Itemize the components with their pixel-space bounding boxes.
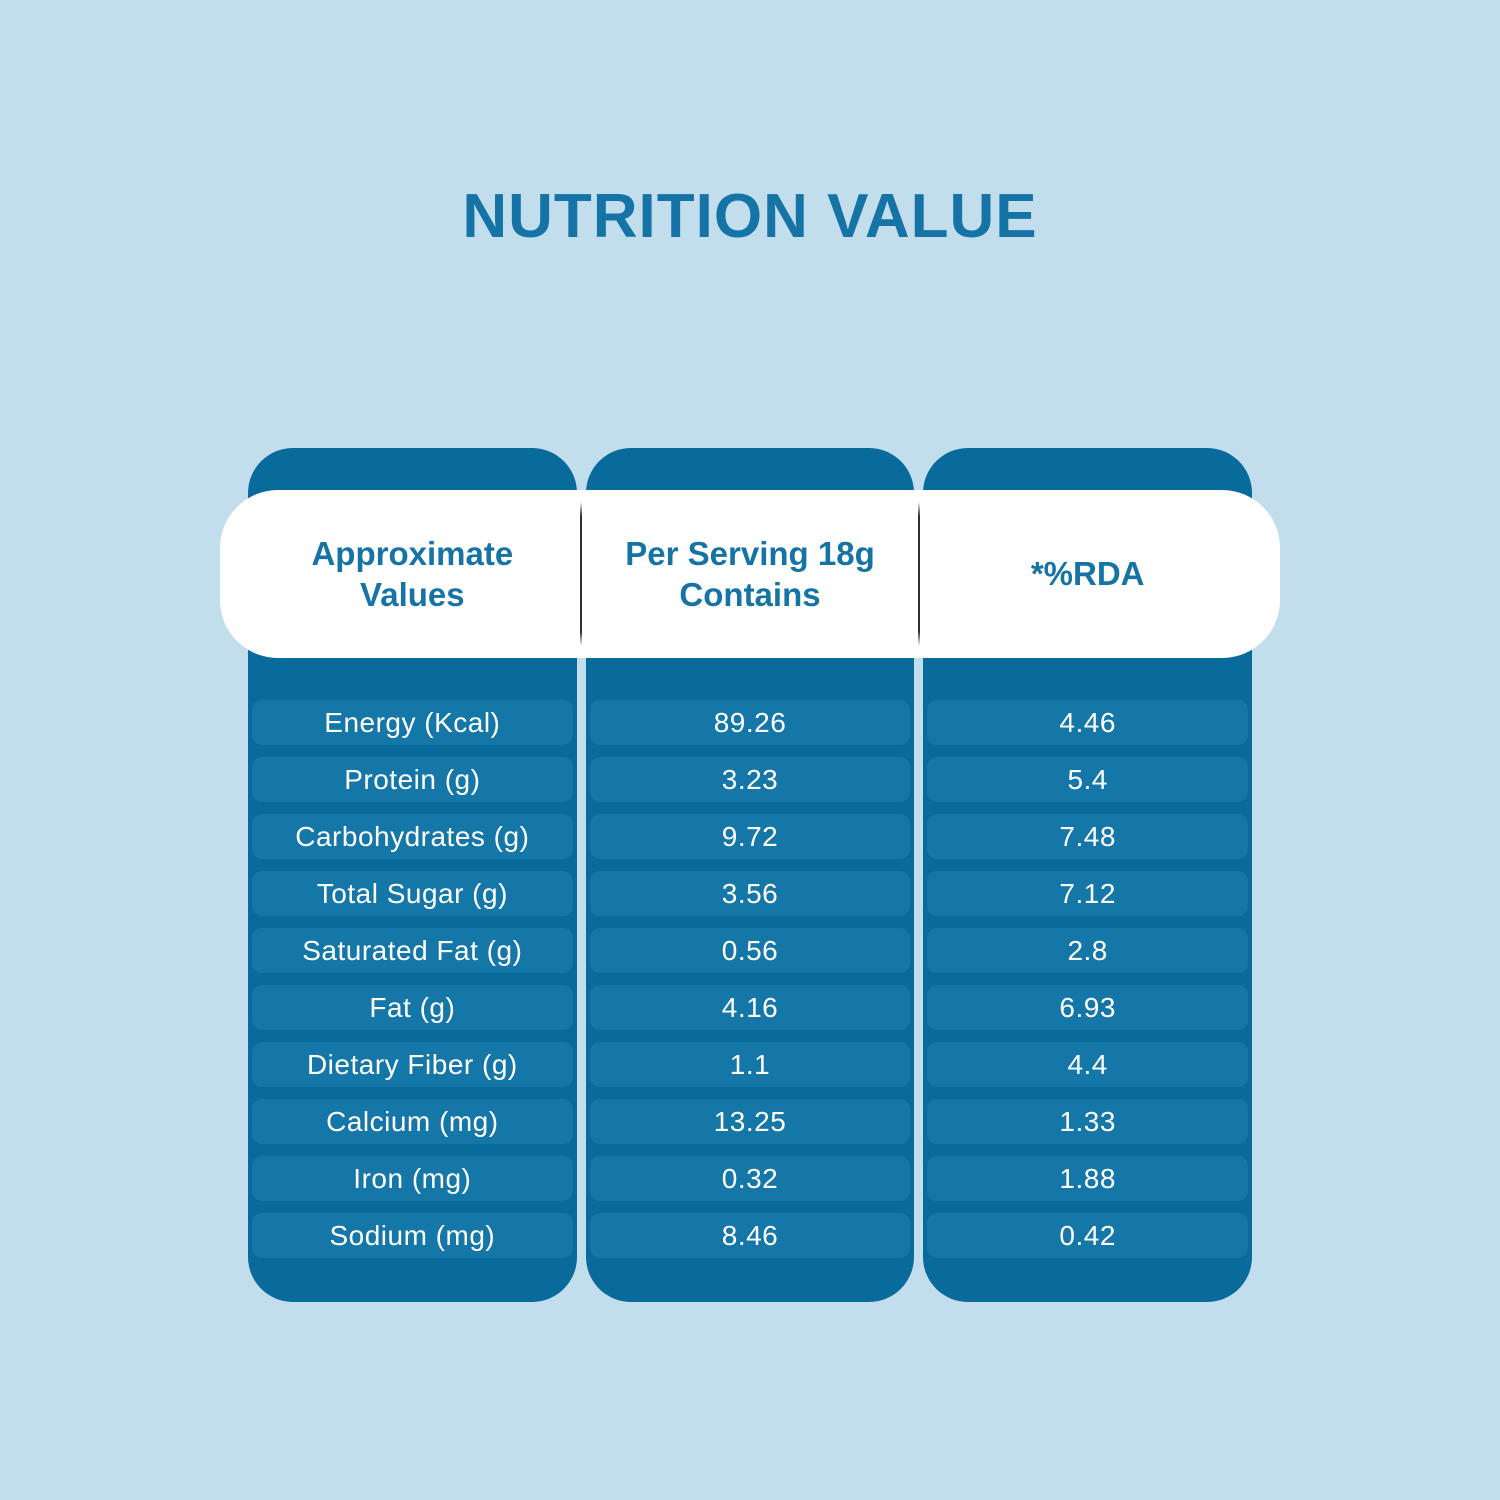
per-serving-value-cell: 0.56 [589,928,911,973]
per-serving-value-cell: 89.26 [589,700,911,745]
per-serving-value-cell: 4.16 [589,985,911,1030]
header-divider [580,502,582,646]
rda-value-cell: 4.46 [927,700,1249,745]
header-per-serving: Per Serving 18g Contains [625,534,875,613]
header-approximate-values: Approximate Values [311,534,514,613]
nutrition-table: Energy (Kcal) Protein (g) Carbohydrates … [220,448,1280,1302]
rda-value-cell: 6.93 [927,985,1249,1030]
rda-value-cell: 1.33 [927,1099,1249,1144]
rda-value-cell: 0.42 [927,1213,1249,1258]
rda-value-cell: 7.12 [927,871,1249,916]
nutrient-label-cell: Saturated Fat (g) [252,928,573,973]
nutrient-label-cell: Energy (Kcal) [252,700,573,745]
rda-value-cell: 1.88 [927,1156,1249,1201]
header-rda: *%RDA [1030,555,1145,593]
nutrient-label-cell: Protein (g) [252,757,573,802]
rda-cells: 4.46 5.4 7.48 7.12 2.8 6.93 4.4 1.33 1.8… [927,700,1249,1258]
per-serving-value-cell: 8.46 [589,1213,911,1258]
table-header-labels: Approximate Values Per Serving 18g Conta… [248,490,1252,658]
column-rda: 4.46 5.4 7.48 7.12 2.8 6.93 4.4 1.33 1.8… [923,448,1253,1302]
per-serving-value-cell: 3.23 [589,757,911,802]
per-serving-value-cell: 9.72 [589,814,911,859]
rda-value-cell: 2.8 [927,928,1249,973]
table-header-band: Approximate Values Per Serving 18g Conta… [220,490,1280,658]
per-serving-value-cell: 1.1 [589,1042,911,1087]
page-title: NUTRITION VALUE [462,182,1038,251]
per-serving-value-cell: 3.56 [589,871,911,916]
rda-value-cell: 7.48 [927,814,1249,859]
header-divider [918,502,920,646]
nutrient-label-cell: Fat (g) [252,985,573,1030]
per-serving-value-cell: 13.25 [589,1099,911,1144]
nutrient-label-cell: Carbohydrates (g) [252,814,573,859]
nutrient-label-cell: Total Sugar (g) [252,871,573,916]
nutrient-label-cell: Calcium (mg) [252,1099,573,1144]
per-serving-value-cell: 0.32 [589,1156,911,1201]
nutrient-label-cell: Sodium (mg) [252,1213,573,1258]
nutrient-label-cell: Iron (mg) [252,1156,573,1201]
rda-value-cell: 5.4 [927,757,1249,802]
per-serving-cells: 89.26 3.23 9.72 3.56 0.56 4.16 1.1 13.25… [589,700,911,1258]
nutrient-label-cells: Energy (Kcal) Protein (g) Carbohydrates … [252,700,573,1258]
rda-value-cell: 4.4 [927,1042,1249,1087]
nutrient-label-cell: Dietary Fiber (g) [252,1042,573,1087]
